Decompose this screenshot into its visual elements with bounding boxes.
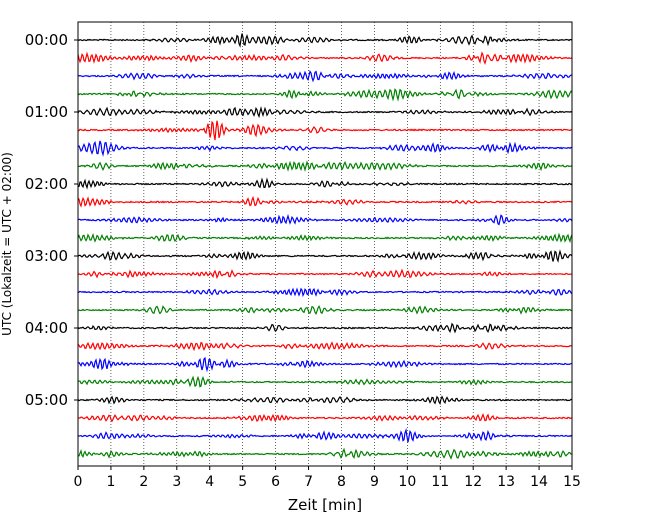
x-tick-label-13: 13 xyxy=(497,474,515,490)
trace-14 xyxy=(77,268,573,280)
trace-9 xyxy=(77,177,573,190)
x-tick-label-4: 4 xyxy=(205,474,214,490)
trace-12 xyxy=(77,232,573,244)
trace-7 xyxy=(77,140,573,157)
x-tick-label-15: 15 xyxy=(563,474,581,490)
x-tick-label-2: 2 xyxy=(139,474,148,490)
y-tick-label-3: 03:00 xyxy=(25,247,68,265)
trace-20 xyxy=(77,375,573,388)
x-tick-label-9: 9 xyxy=(370,474,379,490)
x-tick-label-8: 8 xyxy=(337,474,346,490)
trace-3 xyxy=(77,70,573,83)
grid-lines xyxy=(110,22,540,466)
trace-11 xyxy=(77,213,573,226)
y-tick-label-2: 02:00 xyxy=(25,175,68,193)
trace-17 xyxy=(77,322,573,334)
plot-frame xyxy=(77,21,573,467)
trace-5 xyxy=(77,106,573,119)
y-tick-label-5: 05:00 xyxy=(25,391,68,409)
x-tick-label-1: 1 xyxy=(106,474,115,490)
x-tick-label-14: 14 xyxy=(530,474,548,490)
trace-4 xyxy=(77,88,573,102)
x-tick-label-10: 10 xyxy=(398,474,416,490)
y-axis-ticks: 00:00 01:00 02:00 03:00 04:00 05:00 xyxy=(25,31,78,409)
trace-10 xyxy=(77,195,573,208)
seismic-traces xyxy=(77,33,573,460)
trace-8 xyxy=(77,160,573,172)
trace-19 xyxy=(77,356,573,373)
trace-18 xyxy=(77,341,573,352)
y-tick-label-0: 00:00 xyxy=(25,31,68,49)
x-axis-ticks: 0 1 2 3 4 5 6 7 8 9 10 11 12 13 14 15 xyxy=(74,466,581,490)
trace-24 xyxy=(77,447,573,460)
x-tick-label-11: 11 xyxy=(431,474,449,490)
y-axis-label: UTC (Lokalzeit = UTC + 02:00) xyxy=(0,152,14,336)
x-tick-label-7: 7 xyxy=(304,474,313,490)
trace-16 xyxy=(77,304,573,316)
trace-23 xyxy=(77,427,573,443)
trace-13 xyxy=(77,249,573,263)
trace-22 xyxy=(77,412,573,423)
x-tick-label-12: 12 xyxy=(464,474,482,490)
x-tick-label-0: 0 xyxy=(74,474,83,490)
x-tick-label-3: 3 xyxy=(172,474,181,490)
x-tick-label-5: 5 xyxy=(238,474,247,490)
x-axis-label: Zeit [min] xyxy=(288,496,362,514)
trace-2 xyxy=(77,51,573,65)
y-tick-label-1: 01:00 xyxy=(25,103,68,121)
trace-21 xyxy=(77,395,573,405)
trace-6 xyxy=(77,120,573,141)
trace-15 xyxy=(77,287,573,298)
y-tick-label-4: 04:00 xyxy=(25,319,68,337)
x-tick-label-6: 6 xyxy=(271,474,280,490)
trace-1 xyxy=(77,33,573,48)
